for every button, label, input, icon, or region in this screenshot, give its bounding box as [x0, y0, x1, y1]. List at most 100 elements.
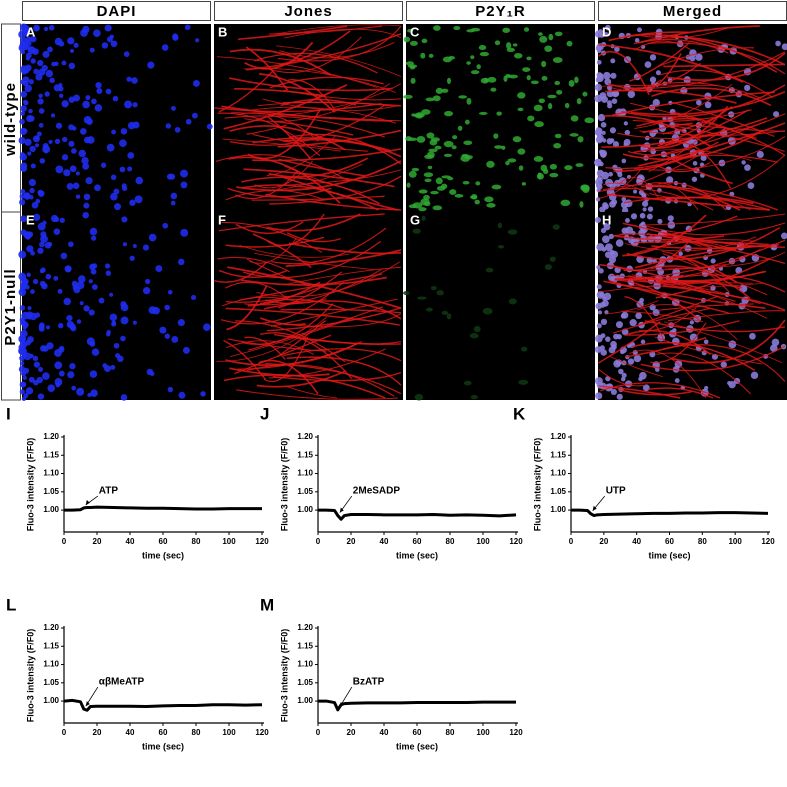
receptor-signal — [575, 163, 584, 168]
nucleus — [38, 325, 45, 332]
nucleus — [595, 45, 601, 51]
nucleus — [26, 245, 34, 253]
nucleus — [21, 69, 27, 75]
nucleus — [600, 121, 607, 128]
nucleus — [37, 366, 44, 372]
nucleus — [19, 193, 25, 199]
neurite — [256, 370, 347, 388]
nucleus — [79, 128, 87, 135]
nucleus — [642, 384, 650, 392]
neurite — [263, 300, 402, 320]
neurite — [218, 269, 287, 279]
micrograph-background — [22, 24, 211, 212]
annotation-arrowhead — [85, 701, 90, 707]
receptor-signal — [430, 285, 437, 291]
y-axis-label: Fluo-3 intensity (F/F0) — [279, 438, 289, 532]
receptor-signal — [556, 89, 563, 95]
neurite — [251, 106, 397, 124]
neurite — [234, 88, 326, 97]
nucleus — [667, 215, 674, 222]
neurite — [214, 103, 382, 113]
nucleus — [601, 299, 609, 307]
receptor-signal — [497, 245, 505, 249]
nucleus — [131, 77, 138, 84]
y-tick-label: 1.20 — [550, 432, 566, 441]
nucleus — [82, 211, 89, 219]
receptor-signal — [434, 145, 442, 150]
receptor-signal — [428, 148, 438, 153]
panel-letter: H — [602, 212, 611, 227]
neurite — [633, 38, 729, 54]
nucleus — [20, 329, 28, 338]
receptor-signal — [549, 256, 556, 262]
nucleus — [649, 76, 657, 83]
nucleus — [100, 162, 107, 168]
nucleus — [64, 265, 72, 273]
nucleus — [177, 319, 185, 327]
receptor-signal — [506, 47, 515, 53]
neurite — [624, 296, 666, 342]
nucleus — [620, 313, 627, 319]
neurite — [604, 300, 659, 315]
neurite — [245, 46, 289, 91]
x-tick-label: 60 — [413, 537, 422, 546]
nucleus — [607, 103, 613, 109]
nucleus — [35, 198, 41, 204]
nucleus — [113, 342, 120, 349]
neurite — [624, 320, 740, 336]
nucleus — [20, 215, 27, 223]
nucleus — [710, 258, 716, 264]
nucleus — [600, 333, 606, 339]
neurite — [613, 234, 725, 241]
nucleus — [164, 333, 171, 339]
nucleus — [756, 150, 764, 159]
receptor-signal — [428, 53, 434, 58]
receptor-signal — [469, 333, 479, 339]
receptor-signal — [549, 163, 558, 170]
neurite — [217, 112, 321, 157]
nucleus — [200, 391, 206, 397]
y-tick-label: 1.05 — [43, 678, 59, 687]
nucleus — [168, 173, 176, 180]
nucleus — [674, 378, 680, 383]
y-tick-label: 1.05 — [297, 487, 313, 496]
y-tick-label: 1.10 — [297, 469, 313, 478]
nucleus — [113, 188, 120, 195]
nucleus — [72, 126, 77, 131]
nucleus — [98, 297, 105, 304]
receptor-signal — [580, 184, 590, 191]
neurite — [246, 364, 395, 397]
y-tick-label: 1.15 — [550, 450, 566, 459]
neurite — [603, 114, 711, 147]
neurite — [622, 129, 764, 161]
neurite — [659, 69, 774, 99]
receptor-signal — [522, 67, 531, 73]
neurite — [629, 41, 691, 82]
receptor-signal — [505, 42, 512, 49]
nucleus — [110, 192, 118, 201]
nucleus — [171, 105, 176, 111]
nucleus — [34, 143, 40, 148]
neurite — [280, 98, 357, 107]
neurite — [633, 241, 769, 246]
nucleus — [49, 77, 55, 84]
data-line — [571, 508, 769, 518]
neurite — [269, 76, 384, 89]
nucleus — [145, 278, 151, 285]
nucleus — [53, 228, 61, 236]
receptor-signal — [570, 115, 579, 122]
neurite — [252, 148, 402, 162]
nucleus — [122, 242, 128, 247]
receptor-signal — [577, 136, 584, 143]
nucleus — [120, 335, 126, 342]
receptor-signal — [435, 87, 444, 95]
nucleus — [182, 346, 190, 354]
neurite — [242, 240, 382, 279]
nucleus — [642, 193, 647, 198]
nucleus — [655, 70, 661, 76]
receptor-signal — [514, 52, 523, 59]
nucleus — [167, 289, 173, 295]
nucleus — [124, 100, 133, 109]
receptor-signal — [420, 198, 430, 206]
